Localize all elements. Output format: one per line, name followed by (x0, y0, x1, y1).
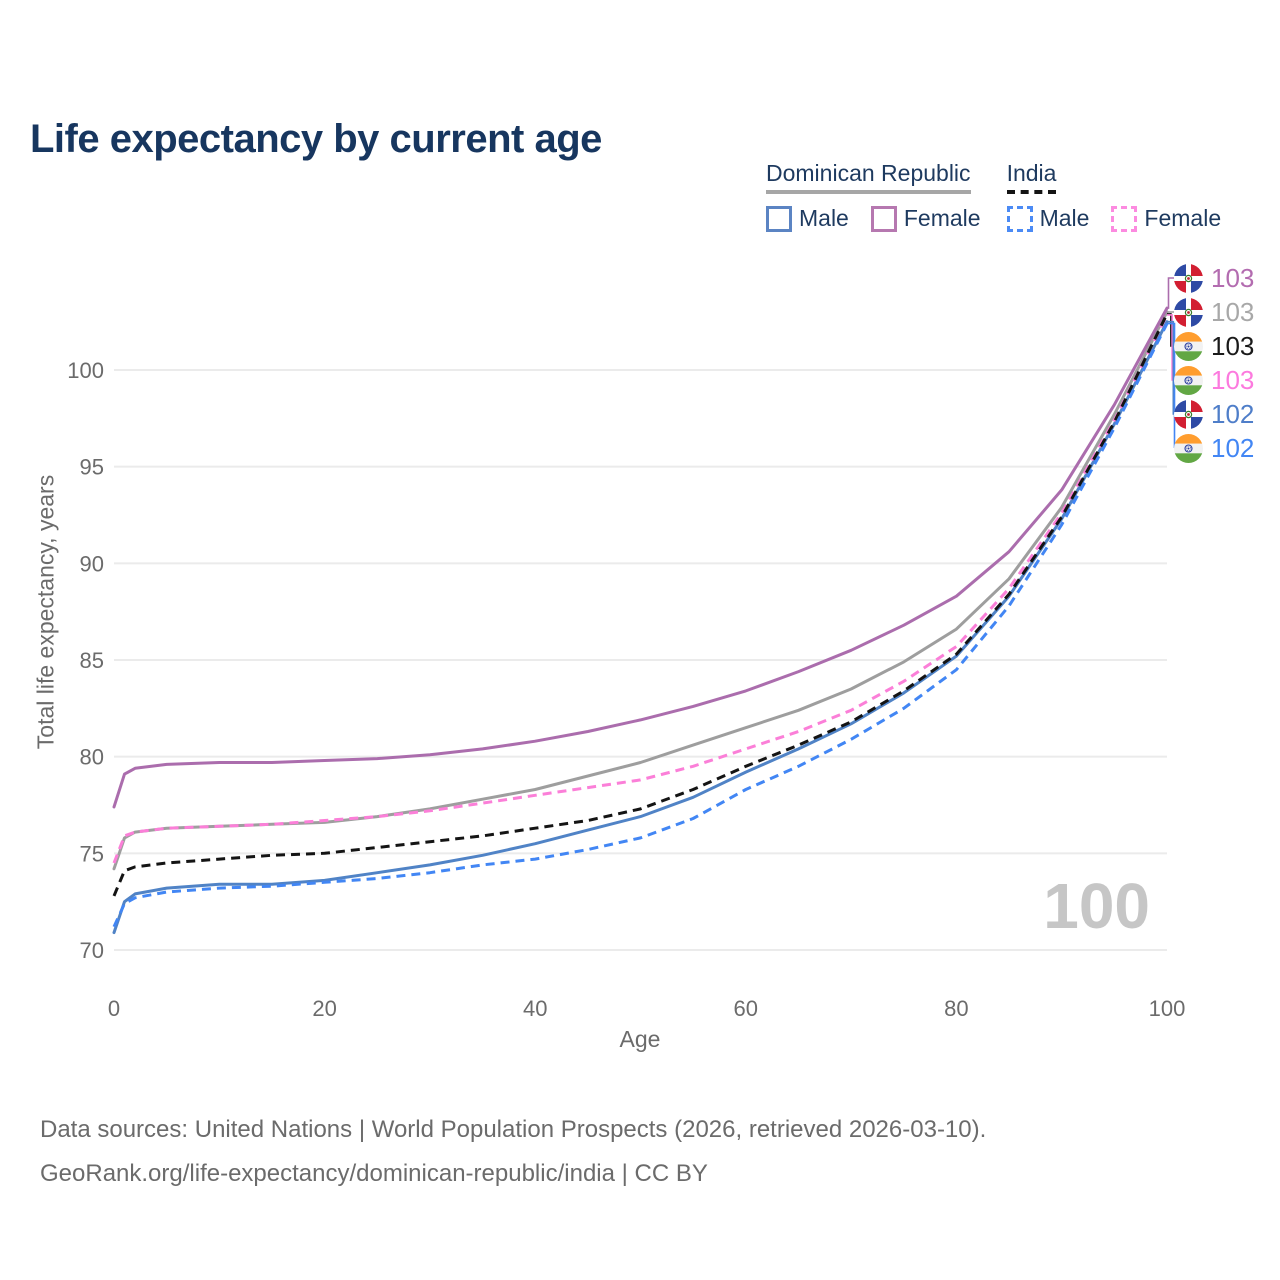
flag-india-icon (1174, 366, 1203, 395)
end-label-row: 102 (1174, 397, 1254, 431)
flag-dominican-republic-icon (1174, 264, 1203, 293)
end-label-row: 103 (1174, 261, 1254, 295)
age-frame-watermark: 100 (1043, 870, 1150, 942)
end-value-dr-both: 103 (1211, 296, 1255, 327)
end-label-row: 102 (1174, 431, 1254, 465)
end-value-dr-female: 103 (1211, 262, 1255, 293)
end-label-row: 103 (1174, 295, 1254, 329)
series-line-dominican-republic-female (112, 306, 1169, 809)
x-tick-label: 0 (108, 996, 120, 1021)
checkbox-india-female[interactable] (1111, 205, 1138, 232)
legend-label-dr-male: Male (799, 205, 849, 231)
y-tick-label: 80 (80, 745, 104, 770)
legend: Dominican Republic Male Female India Mal… (766, 160, 1221, 232)
y-tick-label: 100 (67, 358, 104, 383)
y-tick-label: 70 (80, 938, 104, 963)
y-tick-label: 75 (80, 841, 104, 866)
legend-label-india-male: Male (1039, 205, 1090, 231)
x-tick-label: 60 (734, 996, 758, 1021)
legend-item-dr-female[interactable]: Female (870, 205, 981, 232)
series-line-dominican-republic-male (112, 320, 1169, 935)
data-sources-line: Data sources: United Nations | World Pop… (40, 1116, 987, 1143)
legend-items-dominican-republic: Male Female (766, 205, 981, 232)
end-value-india-male: 102 (1211, 432, 1255, 463)
series-line-india-male (112, 322, 1169, 928)
footer: Data sources: United Nations | World Pop… (40, 1108, 986, 1196)
legend-item-india-male[interactable]: Male (1006, 205, 1090, 232)
y-tick-label: 95 (80, 455, 104, 480)
end-label-row: 103 (1174, 363, 1254, 397)
x-tick-label: 40 (523, 996, 547, 1021)
checkbox-dr-male[interactable] (766, 205, 792, 232)
series-end-labels: 103 103 103 103 102 102 (1174, 261, 1254, 465)
attribution-line: GeoRank.org/life-expectancy/dominican-re… (40, 1160, 708, 1187)
flag-dominican-republic-icon (1174, 298, 1203, 327)
y-axis-title: Total life expectancy, years (32, 474, 59, 750)
y-tick-label: 85 (80, 648, 104, 673)
series-line-dominican-republic-both (112, 310, 1169, 871)
end-value-india-both: 103 (1211, 330, 1255, 361)
checkbox-dr-female[interactable] (870, 205, 897, 232)
x-tick-label: 20 (312, 996, 336, 1021)
legend-item-dr-male[interactable]: Male (766, 205, 849, 232)
end-label-leader (1167, 320, 1175, 415)
end-value-dr-male: 102 (1211, 398, 1255, 429)
legend-country-dominican-republic[interactable]: Dominican Republic (766, 160, 971, 194)
legend-group-india: India Male Female (1006, 160, 1221, 232)
page-title: Life expectancy by current age (30, 116, 602, 161)
series-line-india-both (112, 313, 1169, 897)
x-tick-label: 100 (1149, 996, 1186, 1021)
end-label-leader (1167, 277, 1174, 309)
flag-india-icon (1174, 434, 1203, 463)
legend-label-india-female: Female (1144, 205, 1222, 231)
legend-items-india: Male Female (1006, 205, 1221, 232)
legend-label-dr-female: Female (903, 205, 981, 231)
x-tick-label: 80 (944, 996, 968, 1021)
checkbox-india-male[interactable] (1006, 205, 1033, 232)
flag-dominican-republic-icon (1174, 400, 1203, 429)
legend-group-dominican-republic: Dominican Republic Male Female (766, 160, 981, 232)
flag-india-icon (1174, 332, 1203, 361)
x-axis-title: Age (619, 1026, 661, 1052)
end-label-row: 103 (1174, 329, 1254, 363)
y-tick-label: 90 (80, 551, 104, 576)
series-line-india-female (112, 314, 1169, 864)
end-value-india-female: 103 (1211, 364, 1255, 395)
legend-item-india-female[interactable]: Female (1111, 205, 1221, 232)
legend-country-india[interactable]: India (1006, 160, 1057, 194)
